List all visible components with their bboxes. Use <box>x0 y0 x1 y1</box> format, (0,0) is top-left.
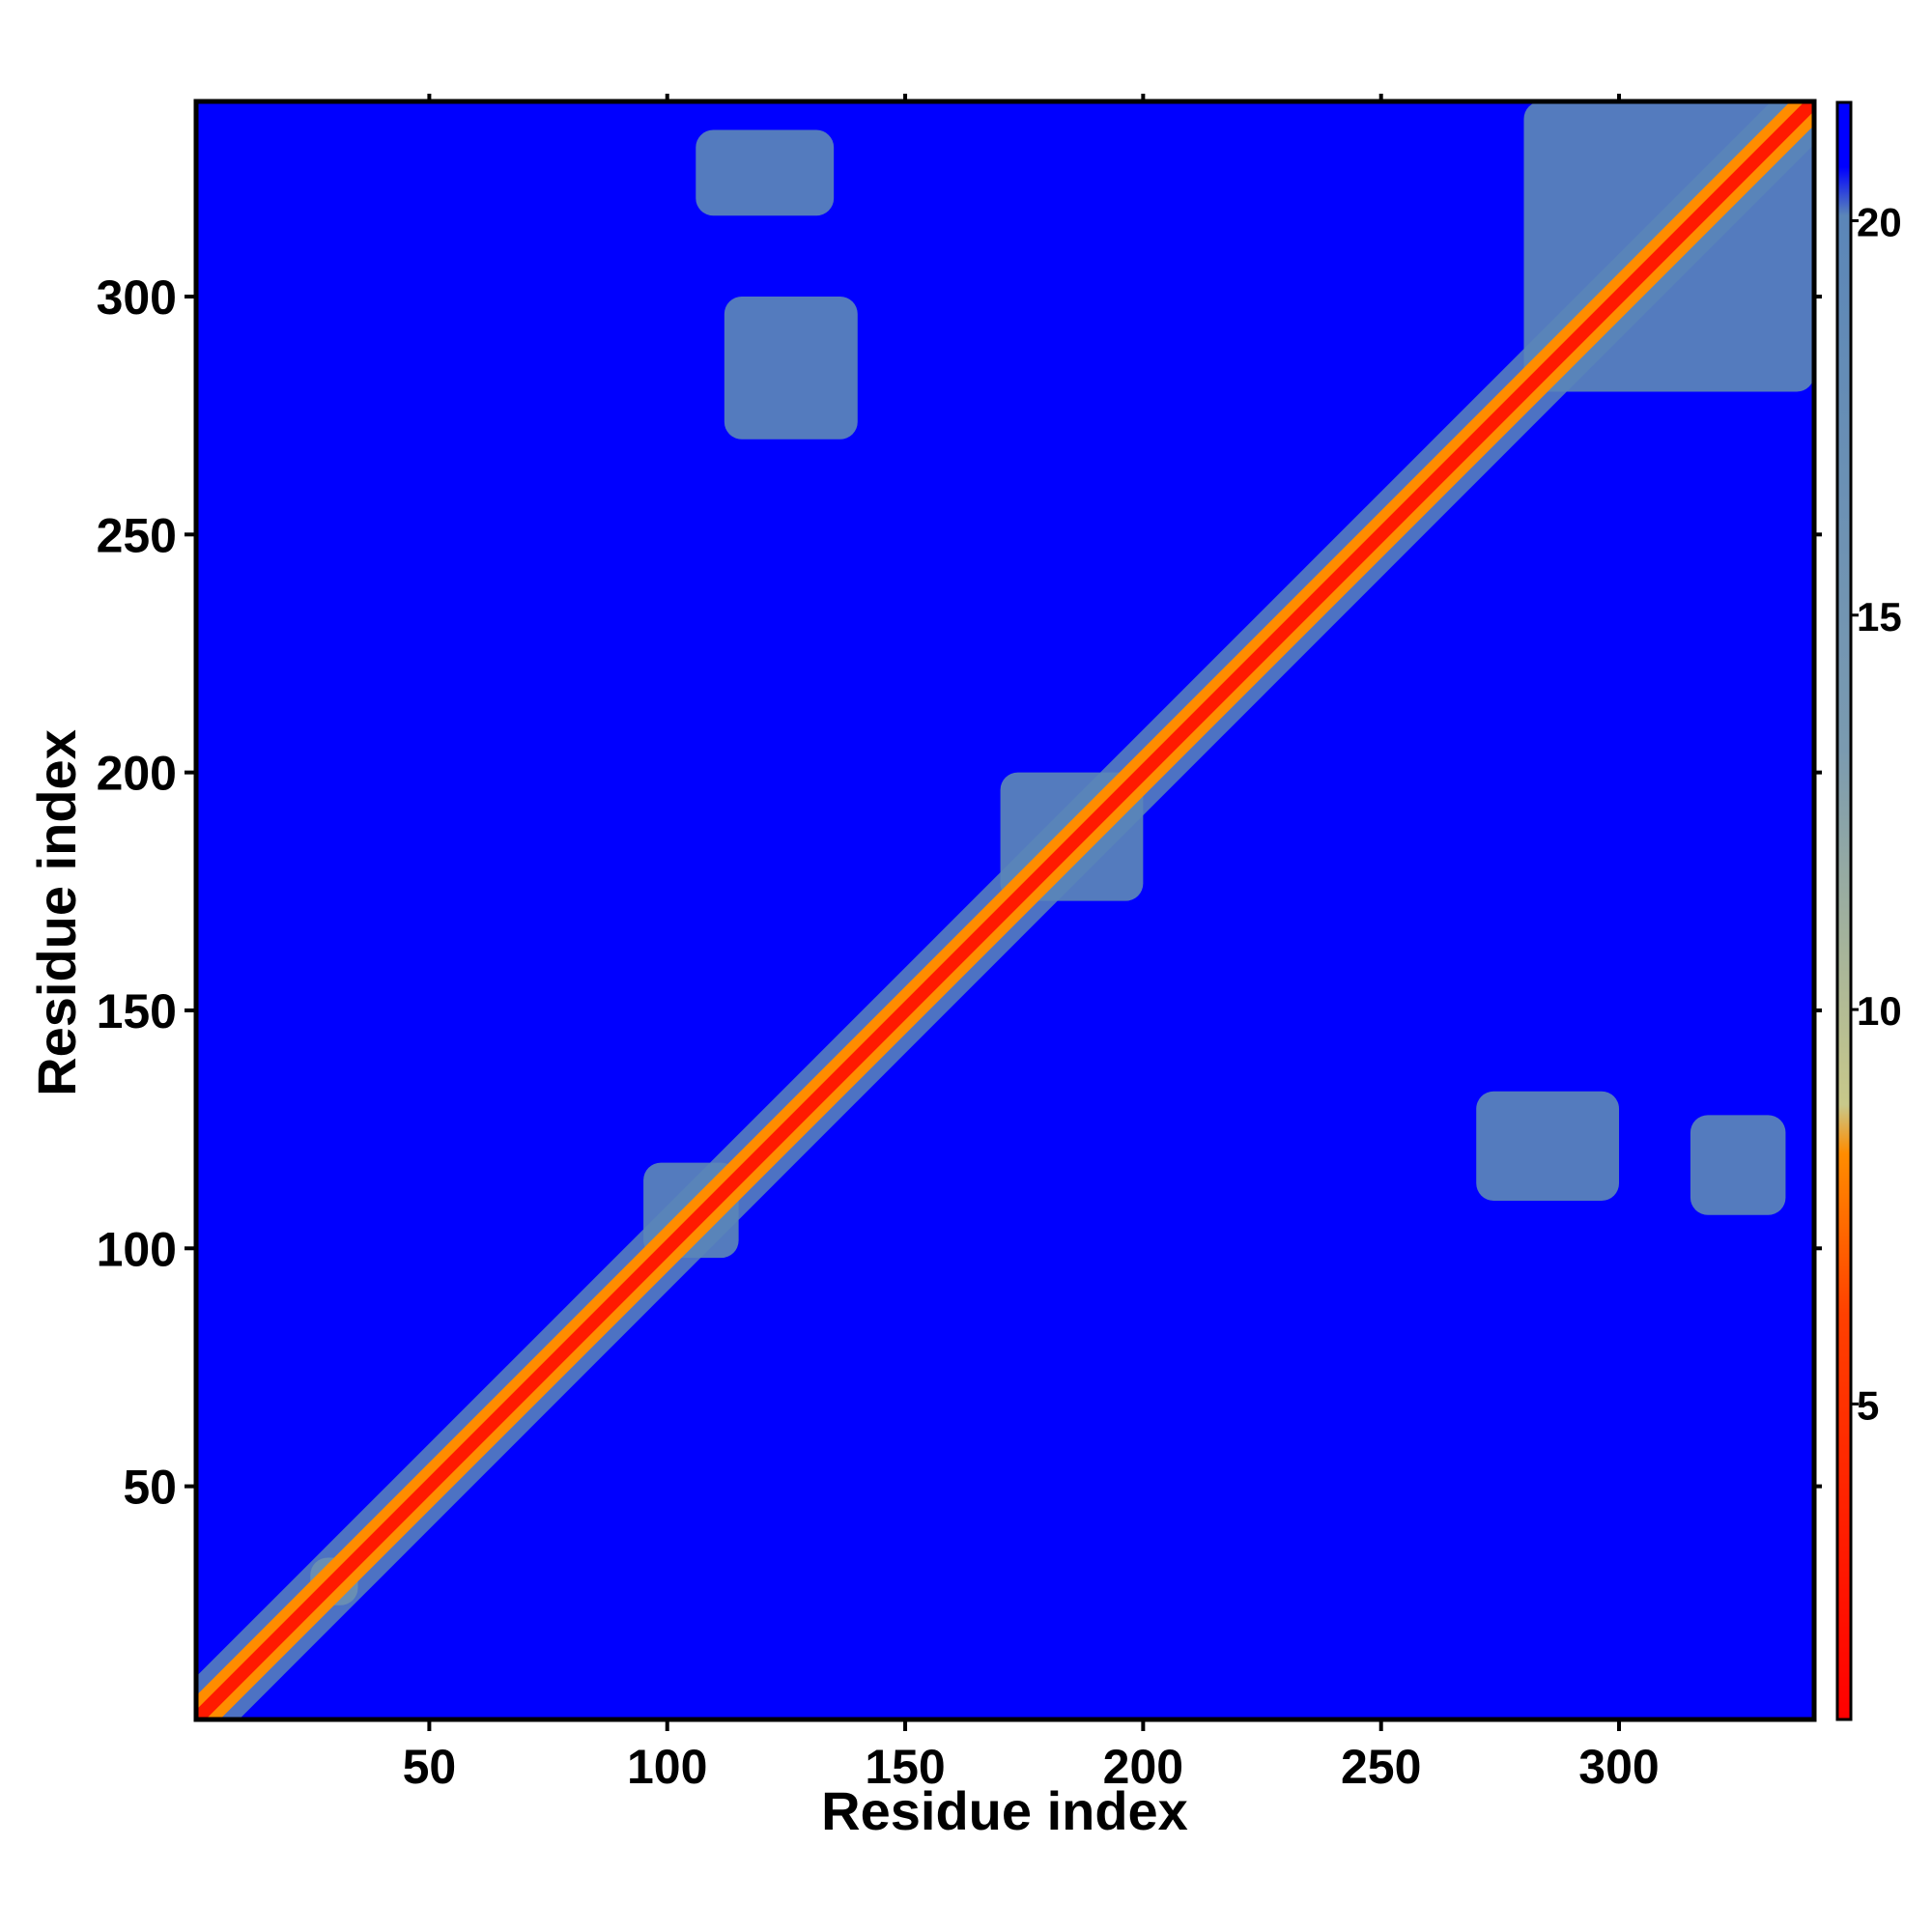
y-tick-label: 300 <box>97 270 177 325</box>
colorbar-axis: 5 10 15 20 <box>1851 199 1902 1428</box>
heatmap-contact-region <box>1476 1091 1620 1202</box>
y-axis: 50 100 150 200 250 300 <box>97 270 1822 1515</box>
colorbar-tick-label: 15 <box>1857 594 1902 639</box>
colorbar <box>1835 100 1853 1721</box>
x-tick-label: 150 <box>865 1740 945 1794</box>
colorbar-tick-label: 10 <box>1857 988 1902 1034</box>
y-tick-label: 100 <box>97 1222 177 1276</box>
heatmap-contact-region <box>724 296 858 440</box>
x-axis-title: Residue index <box>821 1780 1188 1841</box>
colorbar-tick-label: 20 <box>1857 199 1902 244</box>
y-tick-label: 250 <box>97 508 177 562</box>
y-tick-label: 150 <box>97 984 177 1038</box>
heatmap-contact-region <box>1690 1115 1786 1215</box>
x-tick-label: 250 <box>1341 1740 1421 1794</box>
x-tick-label: 300 <box>1578 1740 1659 1794</box>
heatmap-contact-region <box>696 129 835 216</box>
x-tick-label: 50 <box>403 1740 457 1794</box>
y-tick-label: 50 <box>123 1461 177 1515</box>
diagonal-band-core <box>196 101 1814 1719</box>
x-tick-label: 200 <box>1103 1740 1183 1794</box>
y-tick-label: 200 <box>97 747 177 801</box>
x-tick-label: 100 <box>627 1740 707 1794</box>
plot-frame <box>193 99 1817 1722</box>
x-axis: 50 100 150 200 250 300 <box>403 94 1660 1794</box>
heatmap <box>196 101 1814 1719</box>
colorbar-tick-label: 5 <box>1857 1382 1879 1428</box>
y-axis-title: Residue index <box>26 729 87 1096</box>
